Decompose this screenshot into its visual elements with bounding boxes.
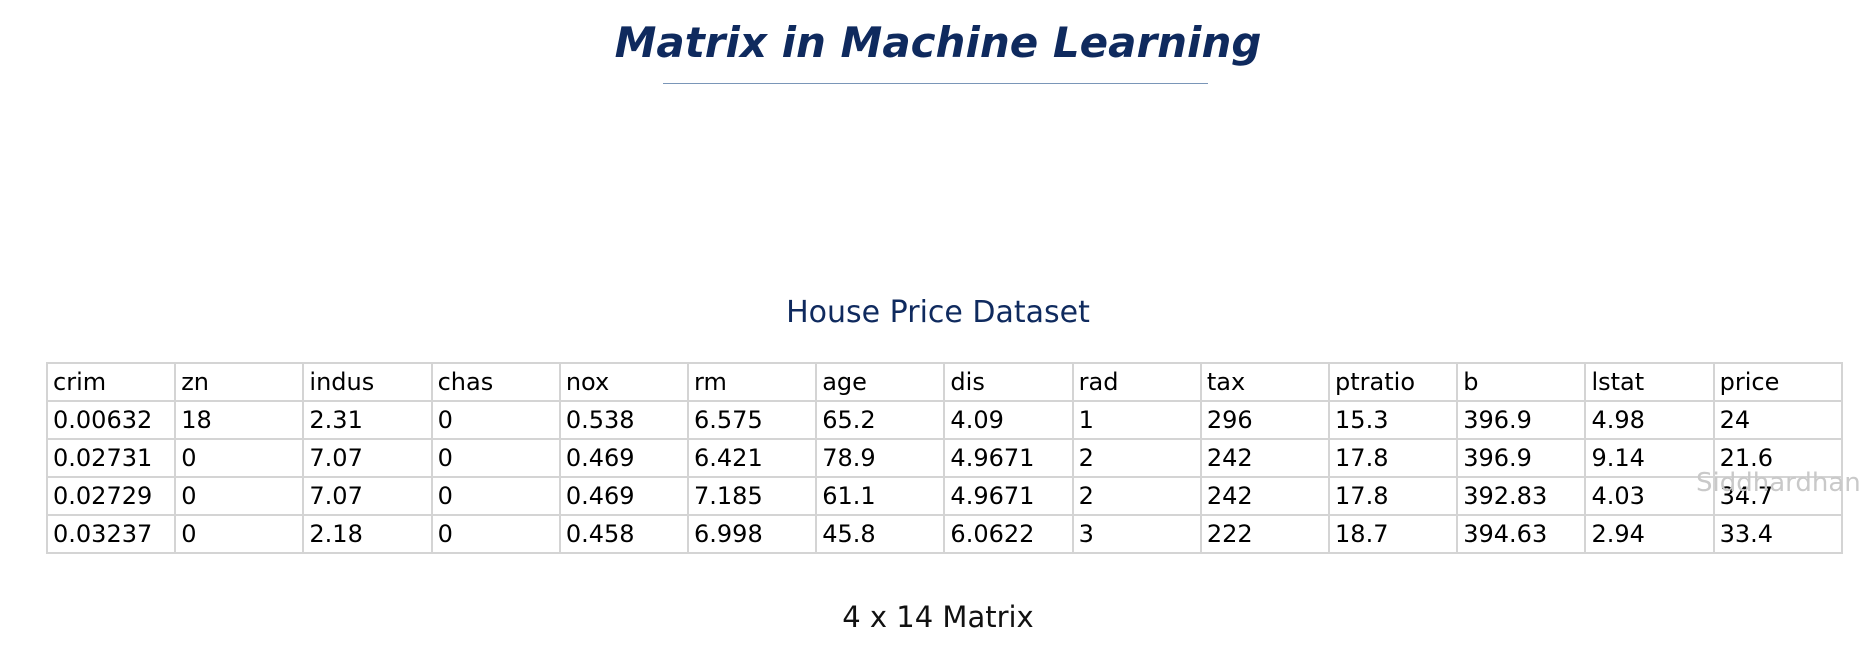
table-cell: 0 [174, 514, 305, 554]
table-row: 0.02729 0 7.07 0 0.469 7.185 61.1 4.9671 2 242 17.… [45, 476, 1844, 516]
column-header: rad [1071, 362, 1202, 402]
table-cell: 0 [174, 438, 305, 478]
table-cell: 4.98 [1584, 400, 1715, 440]
table-cell: 0 [174, 476, 305, 516]
table-cell: 4.9671 [943, 476, 1074, 516]
table-cell: 242 [1199, 476, 1331, 516]
table-cell: 0 [430, 514, 561, 554]
table-cell: 0.02729 [45, 476, 177, 516]
column-header: zn [174, 362, 305, 402]
table-cell: 0.03237 [45, 514, 177, 554]
table-cell: 0.469 [558, 438, 690, 478]
table-cell: 6.0622 [943, 514, 1074, 554]
table-cell: 392.83 [1456, 476, 1587, 516]
table-cell: 4.09 [943, 400, 1074, 440]
page-title: Matrix in Machine Learning [614, 18, 1262, 67]
column-header: dis [943, 362, 1074, 402]
table-cell: 18 [174, 400, 305, 440]
table-cell: 7.07 [302, 476, 433, 516]
table-row: 0.03237 0 2.18 0 0.458 6.998 45.8 6.0622 3 222 18.… [45, 514, 1844, 554]
table-cell: 222 [1199, 514, 1331, 554]
table-cell: 0.458 [558, 514, 690, 554]
table-cell: 34.7 [1712, 476, 1844, 516]
table-cell: 2 [1071, 476, 1202, 516]
table-cell: 396.9 [1456, 438, 1587, 478]
table-cell: 0 [430, 400, 561, 440]
table-cell: 65.2 [815, 400, 946, 440]
table-cell: 6.575 [687, 400, 818, 440]
table-cell: 2 [1071, 438, 1202, 478]
table-row: 0.00632 18 2.31 0 0.538 6.575 65.2 4.09 1 296 15.3… [45, 400, 1844, 440]
data-table: crim zn indus chas nox rm age dis rad tax ptratio b… [45, 362, 1844, 554]
table-cell: 396.9 [1456, 400, 1587, 440]
table-cell: 394.63 [1456, 514, 1587, 554]
column-header: nox [558, 362, 690, 402]
table-cell: 18.7 [1328, 514, 1459, 554]
table-cell: 1 [1071, 400, 1202, 440]
table-row: 0.02731 0 7.07 0 0.469 6.421 78.9 4.9671 2 242 17.… [45, 438, 1844, 478]
table-cell: 0 [430, 438, 561, 478]
column-header: b [1456, 362, 1587, 402]
table-cell: 2.31 [302, 400, 433, 440]
table-cell: 7.185 [687, 476, 818, 516]
table-cell: 45.8 [815, 514, 946, 554]
table-cell: 61.1 [815, 476, 946, 516]
table-cell: 3 [1071, 514, 1202, 554]
table-cell: 17.8 [1328, 476, 1459, 516]
table-cell: 17.8 [1328, 438, 1459, 478]
table-cell: 9.14 [1584, 438, 1715, 478]
table-cell: 4.9671 [943, 438, 1074, 478]
table-cell: 15.3 [1328, 400, 1459, 440]
table-cell: 21.6 [1712, 438, 1844, 478]
table-cell: 6.421 [687, 438, 818, 478]
column-header: rm [687, 362, 818, 402]
table-cell: 242 [1199, 438, 1331, 478]
table-cell: 78.9 [815, 438, 946, 478]
column-header: ptratio [1328, 362, 1459, 402]
column-header: crim [45, 362, 177, 402]
table-cell: 4.03 [1584, 476, 1715, 516]
table-cell: 0.02731 [45, 438, 177, 478]
column-header: age [815, 362, 946, 402]
table-header-row: crim zn indus chas nox rm age dis rad tax ptratio b… [45, 362, 1844, 402]
column-header: tax [1199, 362, 1331, 402]
table-cell: 6.998 [687, 514, 818, 554]
watermark: Siddhardhan [1696, 468, 1861, 498]
table-cell: 2.18 [302, 514, 433, 554]
dataset-title: House Price Dataset [786, 295, 1090, 330]
table-cell: 0.538 [558, 400, 690, 440]
table-cell: 24 [1712, 400, 1844, 440]
column-header: price [1712, 362, 1844, 402]
column-header: lstat [1584, 362, 1715, 402]
table-cell: 296 [1199, 400, 1331, 440]
matrix-caption: 4 x 14 Matrix [842, 600, 1034, 634]
table-cell: 2.94 [1584, 514, 1715, 554]
table-cell: 0.00632 [45, 400, 177, 440]
column-header: indus [302, 362, 433, 402]
table-cell: 33.4 [1712, 514, 1844, 554]
table-cell: 7.07 [302, 438, 433, 478]
table-cell: 0 [430, 476, 561, 516]
table-cell: 0.469 [558, 476, 690, 516]
title-underline [663, 83, 1208, 84]
column-header: chas [430, 362, 561, 402]
